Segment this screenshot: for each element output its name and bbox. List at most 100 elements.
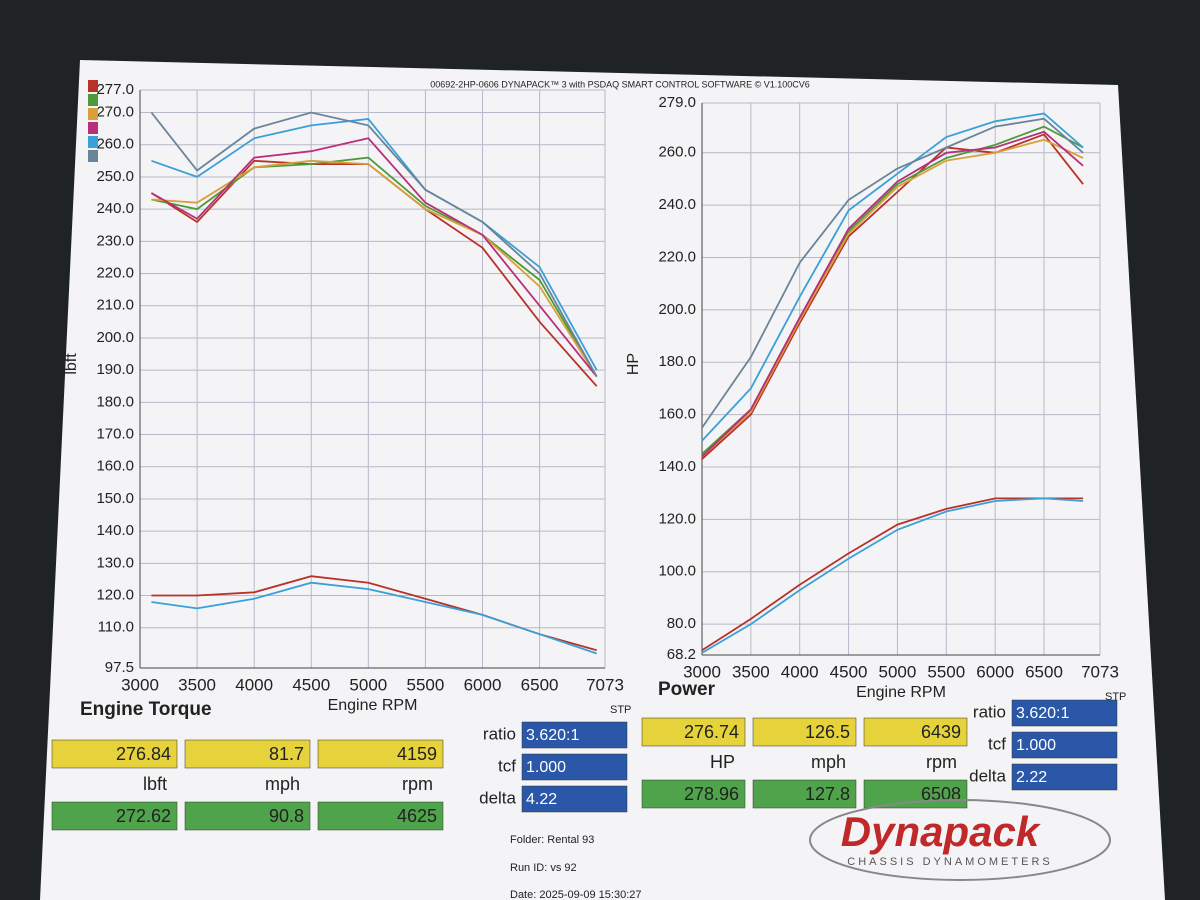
value-box <box>51 801 178 831</box>
x-tick-label: 5500 <box>927 662 965 681</box>
series-line <box>151 581 597 655</box>
param-label: delta <box>969 766 1006 785</box>
param-label: delta <box>479 788 516 807</box>
value-box <box>317 801 444 831</box>
param-label: ratio <box>483 724 516 743</box>
unit-label: rpm <box>402 774 433 794</box>
y-tick-label: 260.0 <box>658 144 696 161</box>
y-tick-label: 100.0 <box>658 563 696 580</box>
y-tick-label: 200.0 <box>658 301 696 318</box>
value-box <box>863 717 968 747</box>
unit-label: mph <box>265 774 300 794</box>
value-text: 276.84 <box>116 744 171 764</box>
param-box <box>1011 731 1118 759</box>
y-tick-label: 160.0 <box>658 406 696 423</box>
value-text: 90.8 <box>269 806 304 826</box>
legend-swatch <box>88 122 98 134</box>
x-tick-label: 4500 <box>292 675 330 694</box>
value-text: 272.62 <box>116 806 171 826</box>
param-box <box>521 785 628 813</box>
param-value: 4.22 <box>526 791 557 808</box>
series-line <box>701 497 1084 654</box>
value-text: 4159 <box>397 744 437 764</box>
param-label: ratio <box>973 702 1006 721</box>
param-box <box>1011 763 1118 791</box>
y-tick-label: 260.0 <box>96 136 134 153</box>
legend-swatch <box>88 136 98 148</box>
date: Date: 2025-09-09 15:30:27 <box>510 889 642 900</box>
param-label: tcf <box>498 756 516 775</box>
value-box <box>184 801 311 831</box>
legend-swatch <box>88 150 98 162</box>
series-line <box>701 130 1084 458</box>
value-text: 6508 <box>921 784 961 804</box>
series-line <box>151 118 598 371</box>
x-tick-label: 5000 <box>349 675 387 694</box>
value-box <box>641 717 746 747</box>
x-axis-label: Engine RPM <box>328 697 418 714</box>
value-text: 278.96 <box>684 784 739 804</box>
y-tick-label: 120.0 <box>96 587 134 604</box>
value-text: 276.74 <box>684 722 739 742</box>
y-tick-label: 140.0 <box>658 458 696 475</box>
logo-swoosh <box>809 799 1111 881</box>
y-tick-label: 80.0 <box>667 615 696 632</box>
x-tick-label: 4500 <box>830 662 868 681</box>
y-tick-label: 150.0 <box>96 490 134 507</box>
series-line <box>150 137 598 378</box>
chart-title: Engine Torque <box>80 699 212 720</box>
y-tick-label: 180.0 <box>96 393 134 410</box>
run-id: Run ID: vs 92 <box>510 862 577 874</box>
y-tick-label: 170.0 <box>96 426 134 443</box>
y-axis-label: HP <box>625 353 642 375</box>
param-value: 3.620:1 <box>1016 705 1069 722</box>
paper <box>40 60 1165 900</box>
param-value: 1.000 <box>526 759 566 776</box>
x-tick-label: 6000 <box>464 675 502 694</box>
logo-brand: Dynapack <box>841 808 1042 855</box>
logo-sub: CHASSIS DYNAMOMETERS <box>847 856 1052 868</box>
param-label: tcf <box>988 734 1006 753</box>
y-axis-label: lbft <box>63 353 80 375</box>
value-box <box>51 739 178 769</box>
value-box <box>317 739 444 769</box>
x-axis-label: Engine RPM <box>856 684 946 701</box>
x-tick-label: 6500 <box>521 675 559 694</box>
value-box <box>863 779 968 809</box>
correction-label: STP <box>1105 691 1126 703</box>
header: 00692-2HP-0606 DYNAPACK™ 3 with PSDAQ SM… <box>430 79 810 89</box>
param-box <box>521 721 628 749</box>
value-text: 6439 <box>921 722 961 742</box>
y-tick-label: 140.0 <box>96 522 134 539</box>
value-box <box>752 779 857 809</box>
param-box <box>1011 699 1118 727</box>
x-tick-label: 5000 <box>879 662 917 681</box>
y-tick-label: 220.0 <box>658 248 696 265</box>
y-tick-label: 110.0 <box>98 619 134 636</box>
folder: Folder: Rental 93 <box>510 834 594 846</box>
x-tick-label: 3000 <box>683 662 721 681</box>
legend-swatch <box>88 80 98 92</box>
unit-label: mph <box>811 752 846 772</box>
series-line <box>701 138 1084 458</box>
x-tick-label: 5500 <box>407 675 445 694</box>
y-tick-label: 200.0 <box>96 329 134 346</box>
legend-swatch <box>88 108 98 120</box>
series-line <box>151 159 598 378</box>
y-tick-label: 68.2 <box>667 646 696 663</box>
value-text: 127.8 <box>805 784 850 804</box>
x-tick-label: 7073 <box>1081 662 1119 681</box>
series-line <box>701 133 1084 460</box>
x-tick-label: 4000 <box>235 675 273 694</box>
y-tick-label: 160.0 <box>96 458 134 475</box>
param-box <box>521 753 628 781</box>
param-value: 2.22 <box>1016 769 1047 786</box>
x-tick-label: 3500 <box>178 675 216 694</box>
value-text: 4625 <box>397 806 437 826</box>
y-tick-label: 250.0 <box>96 168 134 185</box>
y-tick-label: 210.0 <box>96 297 134 314</box>
param-value: 3.620:1 <box>526 727 579 744</box>
series-line <box>150 111 598 378</box>
y-tick-label: 240.0 <box>96 200 134 217</box>
